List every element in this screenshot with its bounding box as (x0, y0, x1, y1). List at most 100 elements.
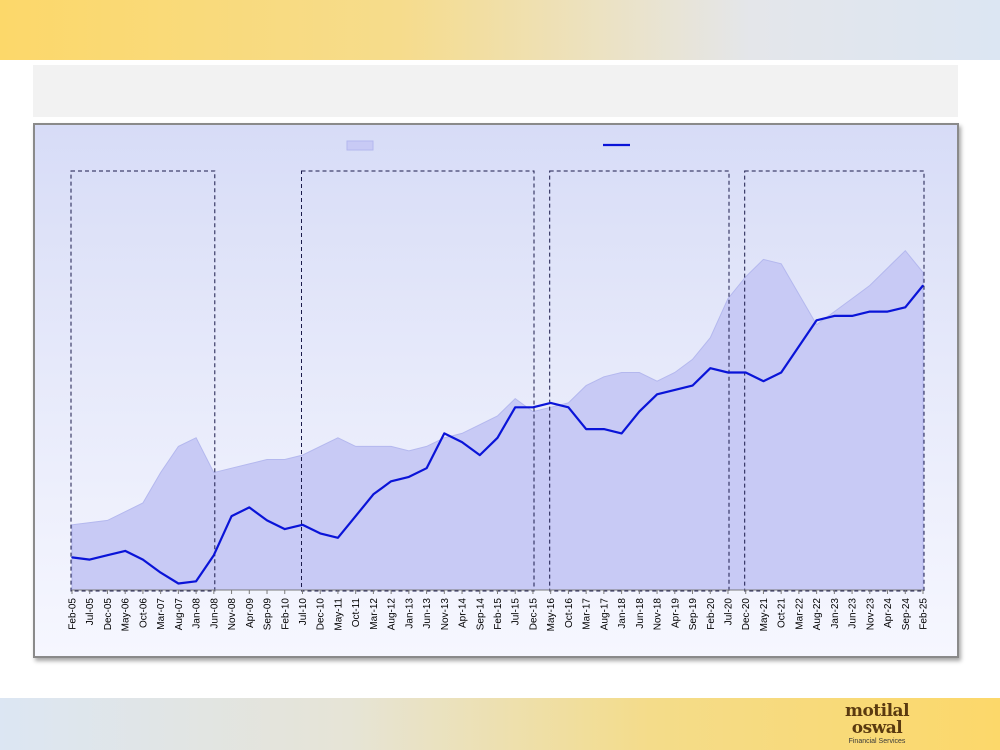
area-series (71, 249, 924, 591)
x-tick-label: Apr-14 (458, 598, 469, 628)
line-point (301, 524, 304, 526)
slide-title-bar (33, 65, 958, 117)
line-point (869, 310, 871, 313)
line-point (674, 389, 676, 391)
x-tick-label: Feb-10 (280, 598, 291, 630)
x-tick-label: Jul-05 (85, 598, 96, 626)
x-tick-label: Apr-24 (883, 598, 894, 628)
x-tick-label: Jan-23 (830, 598, 841, 629)
line-point (886, 310, 889, 313)
x-tick-label: Jul-15 (511, 598, 522, 626)
x-tick-label: Jun-23 (848, 598, 859, 629)
x-tick-label: Jul-10 (298, 598, 309, 626)
x-tick-label: Apr-19 (670, 598, 681, 628)
line-point (620, 432, 623, 435)
x-tick-label: Jul-20 (724, 598, 735, 626)
line-area-chart: Feb-05 Jul-05 Dec-05 May-06 Oct-06 Mar-07 Aug-… (68, 140, 930, 632)
x-axis: Feb-05 Jul-05 Dec-05 May-06 Oct-06 Mar-07 Aug-… (68, 589, 930, 632)
x-tick-label: Jun-13 (422, 598, 433, 629)
x-tick-label: Jan-08 (192, 598, 203, 629)
line-point (656, 393, 658, 396)
highlight-period-1 (70, 170, 216, 592)
line-point (195, 580, 197, 583)
company-logo: motilal oswal Financial Services (844, 701, 910, 746)
x-tick-label: Nov-08 (227, 598, 238, 631)
x-tick-label: Nov-18 (653, 598, 664, 631)
line-point (567, 406, 570, 409)
line-point (922, 284, 924, 287)
x-tick-label: Dec-10 (316, 598, 327, 631)
x-tick-label: Jan-13 (404, 598, 415, 629)
x-tick-label: Aug-07 (174, 598, 185, 631)
x-tick-label: Dec-15 (529, 598, 540, 631)
line-point (549, 402, 552, 404)
line-point (744, 371, 747, 374)
x-tick-label: Oct-11 (351, 598, 362, 628)
line-point (372, 493, 375, 496)
x-tick-label: Feb-05 (68, 598, 79, 630)
line-point (638, 410, 641, 413)
x-tick-label: Mar-22 (794, 598, 805, 630)
x-tick-label: Oct-16 (564, 598, 575, 628)
line-point (762, 380, 765, 382)
x-tick-label: Feb-20 (706, 598, 717, 630)
x-tick-label: Apr-09 (245, 598, 256, 628)
x-tick-label: Jun-18 (635, 598, 646, 629)
line-point (88, 558, 91, 561)
line-point (248, 506, 251, 509)
line-point (780, 371, 782, 374)
line-point (904, 306, 907, 309)
x-tick-label: Sep-09 (263, 598, 274, 631)
x-tick-label: Feb-15 (493, 598, 504, 630)
line-point (142, 558, 144, 561)
line-point (213, 554, 215, 556)
x-tick-label: Aug-17 (599, 598, 610, 631)
highlight-period-2 (301, 170, 535, 592)
x-tick-label: Jun-08 (209, 598, 220, 629)
line-point (159, 571, 162, 574)
line-point (354, 515, 357, 517)
line-point (284, 528, 286, 530)
line-point (266, 519, 268, 522)
legend-key-area (346, 140, 374, 151)
x-tick-label: Mar-17 (582, 598, 593, 630)
line-point (390, 480, 392, 483)
x-tick-label: Aug-12 (387, 598, 398, 631)
line-point (496, 437, 499, 439)
x-tick-label: Oct-21 (777, 598, 788, 628)
line-point (585, 428, 587, 430)
x-tick-label: Jan-18 (617, 598, 628, 629)
x-tick-label: Nov-23 (865, 598, 876, 631)
line-point (177, 582, 180, 585)
line-point (461, 441, 463, 443)
x-tick-label: Dec-20 (741, 598, 752, 631)
x-tick-label: Sep-24 (901, 598, 912, 631)
x-tick-label: Mar-12 (369, 598, 380, 630)
x-tick-label: Sep-19 (688, 598, 699, 631)
line-point (230, 515, 233, 517)
x-tick-label: Aug-22 (812, 598, 823, 631)
line-series (71, 284, 924, 585)
x-tick-label: Oct-06 (138, 598, 149, 628)
line-point (815, 319, 818, 322)
x-tick-label: Feb-25 (919, 598, 930, 630)
chart-frame: Feb-05 Jul-05 Dec-05 May-06 Oct-06 Mar-07 Aug-… (33, 123, 959, 658)
line-point (603, 428, 605, 430)
legend (346, 140, 630, 151)
footer-band (0, 698, 1000, 750)
x-tick-label: May-06 (121, 598, 132, 632)
line-point (106, 554, 109, 556)
line-point (709, 367, 712, 369)
line-point (71, 556, 73, 559)
line-point (691, 384, 694, 387)
line-point (514, 406, 516, 409)
line-point (851, 315, 853, 317)
x-tick-label: May-21 (759, 598, 770, 632)
line-point (337, 537, 339, 539)
x-tick-label: May-11 (333, 598, 344, 631)
line-point (532, 406, 534, 409)
area-series-fill (71, 249, 924, 591)
line-point (319, 532, 322, 535)
line-point (479, 454, 481, 456)
line-point (727, 371, 729, 374)
